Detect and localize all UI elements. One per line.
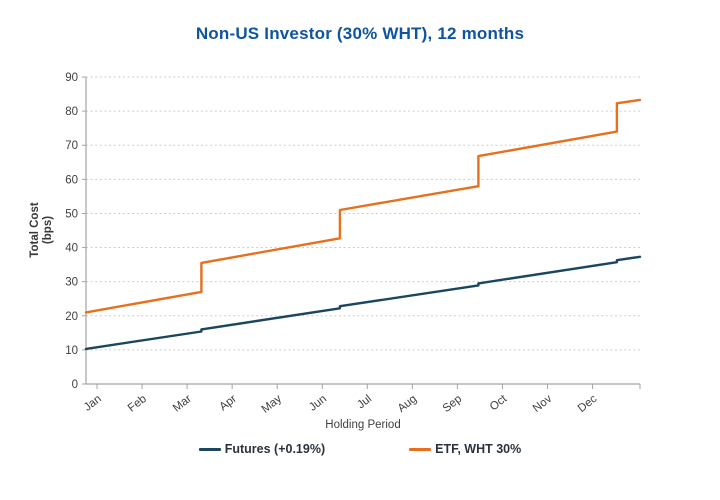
- x-axis-month-label: Mar: [171, 393, 194, 415]
- y-axis-title: (bps): [42, 216, 54, 244]
- y-axis-tick-label: 30: [65, 277, 78, 289]
- legend-label-futures: Futures (+0.19%): [224, 442, 326, 456]
- futures-series-line: [84, 255, 642, 351]
- y-axis-tick-label: 20: [65, 311, 78, 323]
- legend-label-etf: ETF, WHT 30%: [435, 442, 522, 456]
- x-axis-month-label: Feb: [126, 393, 149, 415]
- y-axis-tick-label: 40: [65, 243, 78, 255]
- etf-series-line: [84, 98, 642, 314]
- y-axis-tick-label: 60: [65, 174, 78, 186]
- x-axis-month-label: Sep: [441, 393, 465, 415]
- y-axis-tick-label: 0: [72, 379, 78, 391]
- x-axis-month-label: Jul: [355, 393, 374, 412]
- y-axis-tick-label: 90: [65, 72, 78, 84]
- legend-item-etf: ETF, WHT 30%: [409, 442, 521, 456]
- x-axis-title: Holding Period: [325, 419, 400, 431]
- x-axis-month-label: May: [260, 393, 285, 416]
- chart-title: Non-US Investor (30% WHT), 12 months: [195, 24, 525, 43]
- x-axis-month-label: Oct: [488, 392, 510, 413]
- y-axis-tick-label: 70: [65, 140, 78, 152]
- x-axis-month-label: Jan: [82, 393, 104, 414]
- etf-line-swatch: [409, 447, 432, 451]
- x-axis-month-label: Aug: [396, 393, 420, 415]
- y-axis-tick-label: 10: [65, 345, 78, 357]
- x-axis-month-label: Nov: [531, 393, 555, 415]
- y-axis-title: Total Cost: [29, 202, 41, 258]
- x-axis-month-label: Dec: [576, 393, 600, 415]
- y-axis-tick-label: 80: [65, 106, 78, 118]
- x-axis-month-label: Jun: [307, 393, 329, 414]
- legend-item-futures: Futures (+0.19%): [198, 442, 326, 456]
- x-axis-month-label: Apr: [217, 393, 239, 414]
- chart-legend: Futures (+0.19%) ETF, WHT 30%: [0, 439, 720, 459]
- y-axis-tick-label: 50: [65, 208, 78, 220]
- futures-line-swatch: [198, 447, 221, 451]
